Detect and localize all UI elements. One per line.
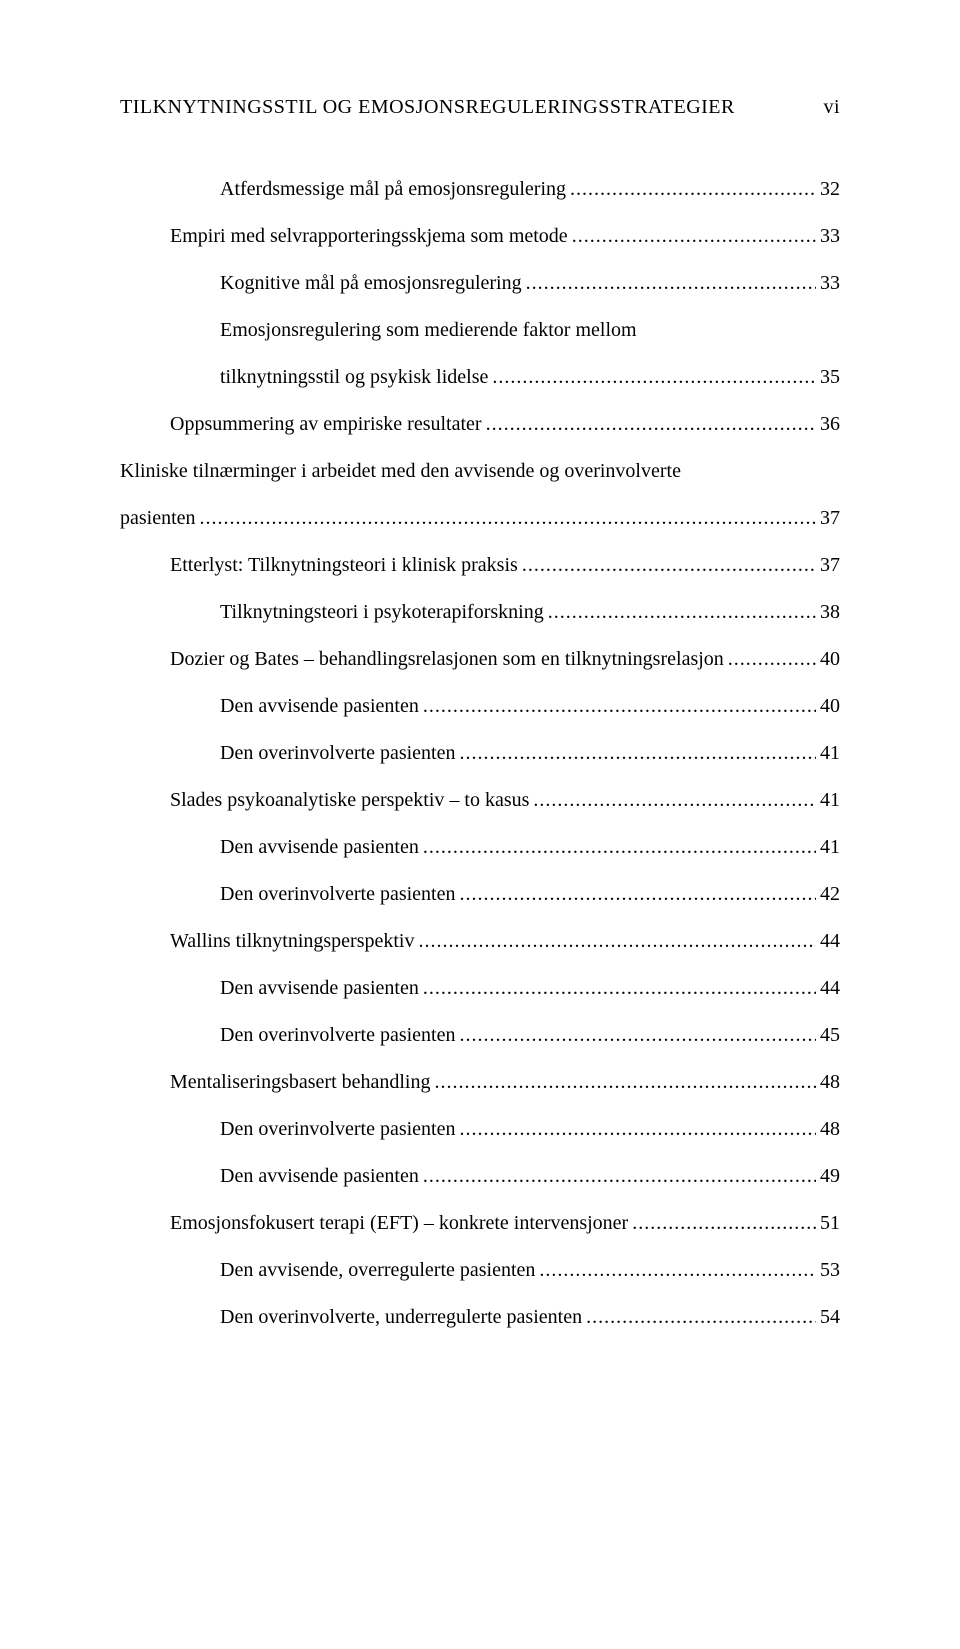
toc-entry-page: 44: [820, 931, 840, 951]
toc-entry-label: Den overinvolverte, underregulerte pasie…: [220, 1307, 582, 1327]
toc-entry-label: Slades psykoanalytiske perspektiv – to k…: [170, 790, 529, 810]
toc-leader: [533, 790, 816, 810]
toc-entry-label: Mentaliseringsbasert behandling: [170, 1072, 431, 1092]
toc-leader: [459, 1119, 816, 1139]
toc-entry: Tilknytningsteori i psykoterapiforskning…: [120, 602, 840, 622]
toc-entry-label: Dozier og Bates – behandlingsrelasjonen …: [170, 649, 724, 669]
toc-entry: Den overinvolverte pasienten 45: [120, 1025, 840, 1045]
toc-entry: Den avvisende pasienten 44: [120, 978, 840, 998]
toc-entry-page: 48: [820, 1119, 840, 1139]
toc-entry-page: 45: [820, 1025, 840, 1045]
toc-entry-label: Den avvisende pasienten: [220, 1166, 419, 1186]
toc-entry-label-line1: Emosjonsregulering som medierende faktor…: [220, 320, 840, 340]
toc-entry-label: Den overinvolverte pasienten: [220, 1025, 455, 1045]
toc-entry-label: Atferdsmessige mål på emosjonsregulering: [220, 179, 566, 199]
toc-leader: [418, 931, 816, 951]
toc-leader: [526, 273, 816, 293]
toc-leader: [459, 1025, 816, 1045]
toc-leader: [459, 743, 816, 763]
toc-entry-label-line2: tilknytningsstil og psykisk lidelse: [220, 367, 488, 387]
toc-entry-page: 33: [820, 226, 840, 246]
running-head-page-number: vi: [823, 96, 840, 119]
toc-leader: [423, 978, 816, 998]
toc-entry-page: 44: [820, 978, 840, 998]
toc-entry: Dozier og Bates – behandlingsrelasjonen …: [120, 649, 840, 669]
toc-leader: [423, 696, 816, 716]
toc-entry-label: Wallins tilknytningsperspektiv: [170, 931, 414, 951]
toc-leader: [492, 367, 816, 387]
toc-leader: [632, 1213, 816, 1233]
toc-leader: [570, 179, 816, 199]
toc-entry-label-line1: Kliniske tilnærminger i arbeidet med den…: [120, 461, 840, 481]
toc-entry: Den avvisende pasienten 49: [120, 1166, 840, 1186]
toc-entry: Emosjonsfokusert terapi (EFT) – konkrete…: [120, 1213, 840, 1233]
toc-entry: Den overinvolverte pasienten 48: [120, 1119, 840, 1139]
toc-entry-page: 37: [820, 508, 840, 528]
toc-entry-page: 38: [820, 602, 840, 622]
toc-entry: Den avvisende, overregulerte pasienten 5…: [120, 1260, 840, 1280]
toc-entry-label: Den avvisende, overregulerte pasienten: [220, 1260, 535, 1280]
toc-entry: Den avvisende pasienten 41: [120, 837, 840, 857]
toc-entry-label: Den avvisende pasienten: [220, 837, 419, 857]
toc-entry-label: Den overinvolverte pasienten: [220, 1119, 455, 1139]
toc-leader: [200, 508, 816, 528]
toc-entry: Etterlyst: Tilknytningsteori i klinisk p…: [120, 555, 840, 575]
toc-entry: Atferdsmessige mål på emosjonsregulering…: [120, 179, 840, 199]
toc-entry-label: Oppsummering av empiriske resultater: [170, 414, 482, 434]
toc-leader: [572, 226, 816, 246]
toc-entry-label: Den overinvolverte pasienten: [220, 884, 455, 904]
toc-entry: Den overinvolverte pasienten 42: [120, 884, 840, 904]
running-head: TILKNYTNINGSSTIL OG EMOSJONSREGULERINGSS…: [120, 96, 840, 119]
toc-leader: [459, 884, 816, 904]
toc-leader: [586, 1307, 816, 1327]
toc-entry: Mentaliseringsbasert behandling 48: [120, 1072, 840, 1092]
toc-entry-label: Den overinvolverte pasienten: [220, 743, 455, 763]
toc-entry-page: 36: [820, 414, 840, 434]
toc-entry-page: 51: [820, 1213, 840, 1233]
toc-entry: Kognitive mål på emosjonsregulering 33: [120, 273, 840, 293]
table-of-contents: Atferdsmessige mål på emosjonsregulering…: [120, 179, 840, 1327]
toc-entry-label: Etterlyst: Tilknytningsteori i klinisk p…: [170, 555, 518, 575]
toc-entry-page: 54: [820, 1307, 840, 1327]
toc-entry: Empiri med selvrapporteringsskjema som m…: [120, 226, 840, 246]
toc-entry-label: Den avvisende pasienten: [220, 978, 419, 998]
toc-entry: Den avvisende pasienten 40: [120, 696, 840, 716]
toc-leader: [728, 649, 816, 669]
running-head-title: TILKNYTNINGSSTIL OG EMOSJONSREGULERINGSS…: [120, 96, 735, 119]
toc-entry: Wallins tilknytningsperspektiv 44: [120, 931, 840, 951]
toc-entry-page: 53: [820, 1260, 840, 1280]
toc-leader: [539, 1260, 816, 1280]
toc-entry: Slades psykoanalytiske perspektiv – to k…: [120, 790, 840, 810]
toc-entry-page: 33: [820, 273, 840, 293]
toc-entry: Den overinvolverte pasienten 41: [120, 743, 840, 763]
toc-entry: Kliniske tilnærminger i arbeidet med den…: [120, 461, 840, 528]
toc-entry-page: 41: [820, 790, 840, 810]
toc-entry-page: 35: [820, 367, 840, 387]
toc-entry-label: Kognitive mål på emosjonsregulering: [220, 273, 522, 293]
toc-entry: Emosjonsregulering som medierende faktor…: [120, 320, 840, 387]
toc-entry: Oppsummering av empiriske resultater 36: [120, 414, 840, 434]
toc-entry-page: 40: [820, 649, 840, 669]
toc-entry-page: 42: [820, 884, 840, 904]
toc-leader: [435, 1072, 817, 1092]
toc-entry-page: 41: [820, 837, 840, 857]
toc-entry-label-line2: pasienten: [120, 508, 196, 528]
toc-leader: [522, 555, 816, 575]
toc-entry-label: Tilknytningsteori i psykoterapiforskning: [220, 602, 544, 622]
toc-entry-page: 37: [820, 555, 840, 575]
page: TILKNYTNINGSSTIL OG EMOSJONSREGULERINGSS…: [0, 0, 960, 1649]
toc-entry-label: Empiri med selvrapporteringsskjema som m…: [170, 226, 568, 246]
toc-leader: [423, 1166, 816, 1186]
toc-entry-page: 48: [820, 1072, 840, 1092]
toc-entry-page: 40: [820, 696, 840, 716]
toc-entry-page: 41: [820, 743, 840, 763]
toc-leader: [548, 602, 816, 622]
toc-entry-page: 32: [820, 179, 840, 199]
toc-entry: Den overinvolverte, underregulerte pasie…: [120, 1307, 840, 1327]
toc-entry-page: 49: [820, 1166, 840, 1186]
toc-entry-label: Emosjonsfokusert terapi (EFT) – konkrete…: [170, 1213, 628, 1233]
toc-leader: [486, 414, 816, 434]
toc-leader: [423, 837, 816, 857]
toc-entry-label: Den avvisende pasienten: [220, 696, 419, 716]
